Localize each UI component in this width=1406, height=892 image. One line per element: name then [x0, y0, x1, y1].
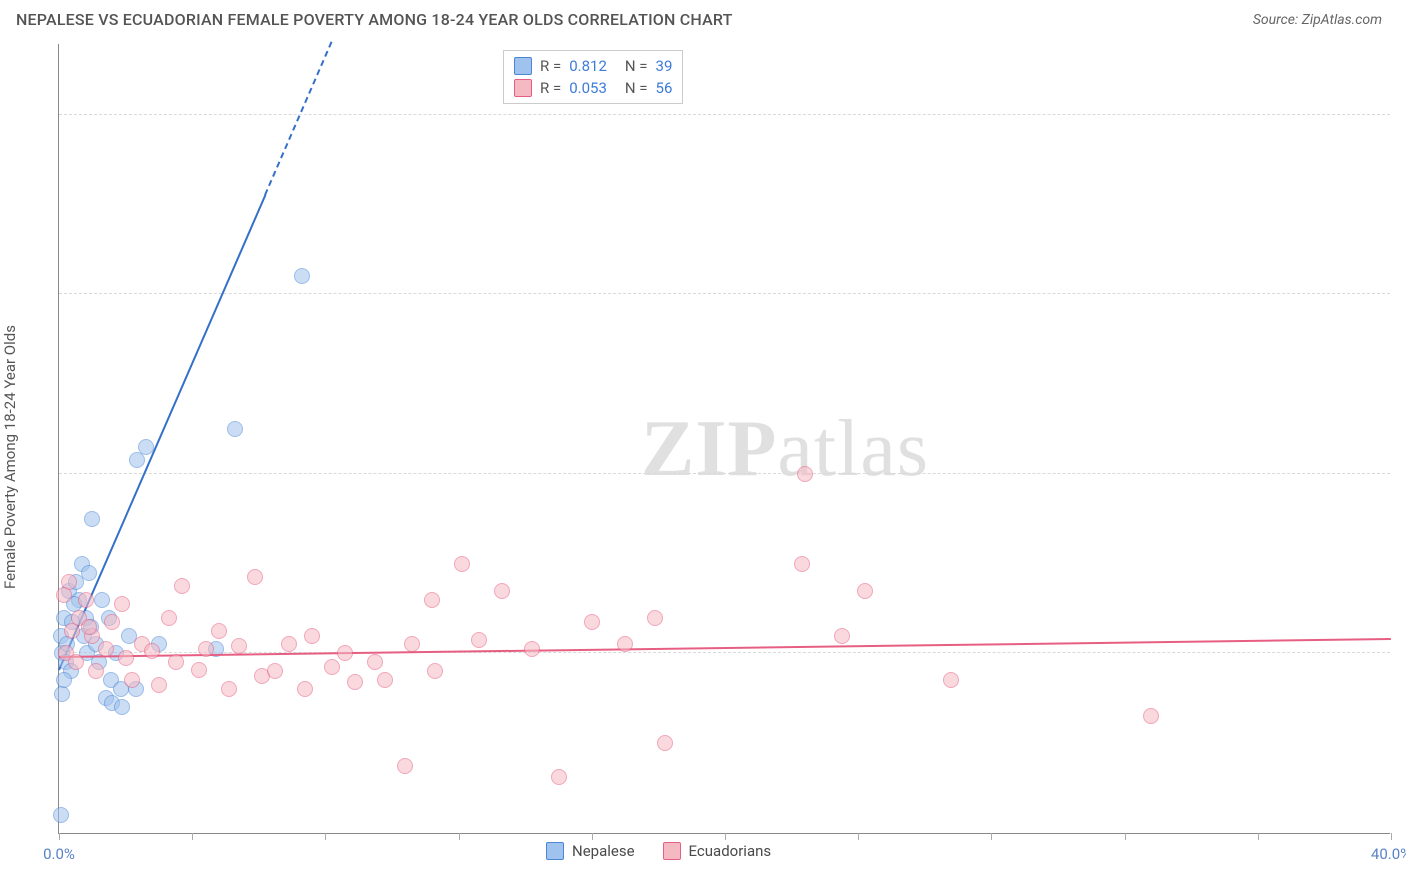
data-point [551, 769, 567, 785]
data-point [647, 610, 663, 626]
legend-row: R = 0.812N = 39 [514, 55, 672, 77]
data-point [524, 641, 540, 657]
chart-title: NEPALESE VS ECUADORIAN FEMALE POVERTY AM… [16, 10, 733, 29]
data-point [84, 511, 100, 527]
data-point [471, 632, 487, 648]
data-point [174, 578, 190, 594]
data-point [267, 663, 283, 679]
data-point [294, 268, 310, 284]
plot-area: ZIPatlas R = 0.812N = 39R = 0.053N = 56 … [58, 44, 1390, 834]
data-point [247, 569, 263, 585]
y-tick-label: 80.0% [1396, 88, 1406, 106]
data-point [794, 556, 810, 572]
data-point [584, 614, 600, 630]
data-point [64, 623, 80, 639]
data-point [424, 592, 440, 608]
x-tick [459, 833, 460, 840]
data-point [129, 452, 145, 468]
x-tick [1125, 833, 1126, 840]
legend-swatch [514, 57, 532, 75]
data-point [1143, 708, 1159, 724]
data-point [68, 654, 84, 670]
data-point [377, 672, 393, 688]
x-tick-label: 40.0% [1371, 845, 1406, 863]
data-point [88, 663, 104, 679]
data-point [221, 681, 237, 697]
data-point [397, 758, 413, 774]
data-point [494, 583, 510, 599]
y-axis-label: Female Poverty Among 18-24 Year Olds [1, 325, 19, 589]
legend-swatch [546, 842, 564, 860]
x-tick-label: 0.0% [43, 845, 75, 863]
data-point [943, 672, 959, 688]
data-point [81, 565, 97, 581]
watermark: ZIPatlas [641, 404, 929, 495]
data-point [138, 439, 154, 455]
data-point [198, 641, 214, 657]
x-tick [592, 833, 593, 840]
data-point [297, 681, 313, 697]
legend-item: Nepalese [546, 842, 635, 860]
data-point [657, 735, 673, 751]
grid-line-h [59, 473, 1390, 474]
data-point [617, 636, 633, 652]
legend-swatch [514, 79, 532, 97]
data-point [98, 641, 114, 657]
y-tick-label: 20.0% [1396, 626, 1406, 644]
source-label: Source: ZipAtlas.com [1253, 12, 1382, 28]
grid-line-h [59, 114, 1390, 115]
y-tick-label: 60.0% [1396, 267, 1406, 285]
data-point [56, 587, 72, 603]
trend-line [265, 42, 333, 196]
data-point [337, 645, 353, 661]
data-point [427, 663, 443, 679]
data-point [324, 659, 340, 675]
y-tick-label: 40.0% [1396, 447, 1406, 465]
series-legend: Nepalese Ecuadorians [546, 842, 771, 860]
data-point [144, 643, 160, 659]
data-point [168, 654, 184, 670]
data-point [78, 592, 94, 608]
data-point [161, 610, 177, 626]
data-point [104, 614, 120, 630]
data-point [857, 583, 873, 599]
data-point [94, 592, 110, 608]
legend-swatch [663, 842, 681, 860]
x-tick [1391, 833, 1392, 840]
data-point [53, 807, 69, 823]
legend-row: R = 0.053N = 56 [514, 77, 672, 99]
data-point [797, 466, 813, 482]
x-tick [725, 833, 726, 840]
header: NEPALESE VS ECUADORIAN FEMALE POVERTY AM… [0, 0, 1406, 33]
data-point [114, 699, 130, 715]
data-point [304, 628, 320, 644]
data-point [81, 619, 97, 635]
data-point [151, 677, 167, 693]
chart-container: Female Poverty Among 18-24 Year Olds ZIP… [16, 44, 1390, 870]
data-point [281, 636, 297, 652]
data-point [211, 623, 227, 639]
x-tick [1258, 833, 1259, 840]
trend-line [59, 638, 1391, 658]
grid-line-h [59, 293, 1390, 294]
x-tick [59, 833, 60, 840]
x-tick [991, 833, 992, 840]
data-point [56, 672, 72, 688]
x-tick [325, 833, 326, 840]
data-point [118, 650, 134, 666]
x-tick [192, 833, 193, 840]
data-point [347, 674, 363, 690]
data-point [191, 662, 207, 678]
data-point [227, 421, 243, 437]
data-point [404, 636, 420, 652]
data-point [231, 638, 247, 654]
data-point [124, 672, 140, 688]
data-point [454, 556, 470, 572]
legend-item: Ecuadorians [663, 842, 772, 860]
data-point [834, 628, 850, 644]
correlation-legend: R = 0.812N = 39R = 0.053N = 56 [503, 50, 683, 104]
x-tick [858, 833, 859, 840]
data-point [114, 596, 130, 612]
data-point [367, 654, 383, 670]
